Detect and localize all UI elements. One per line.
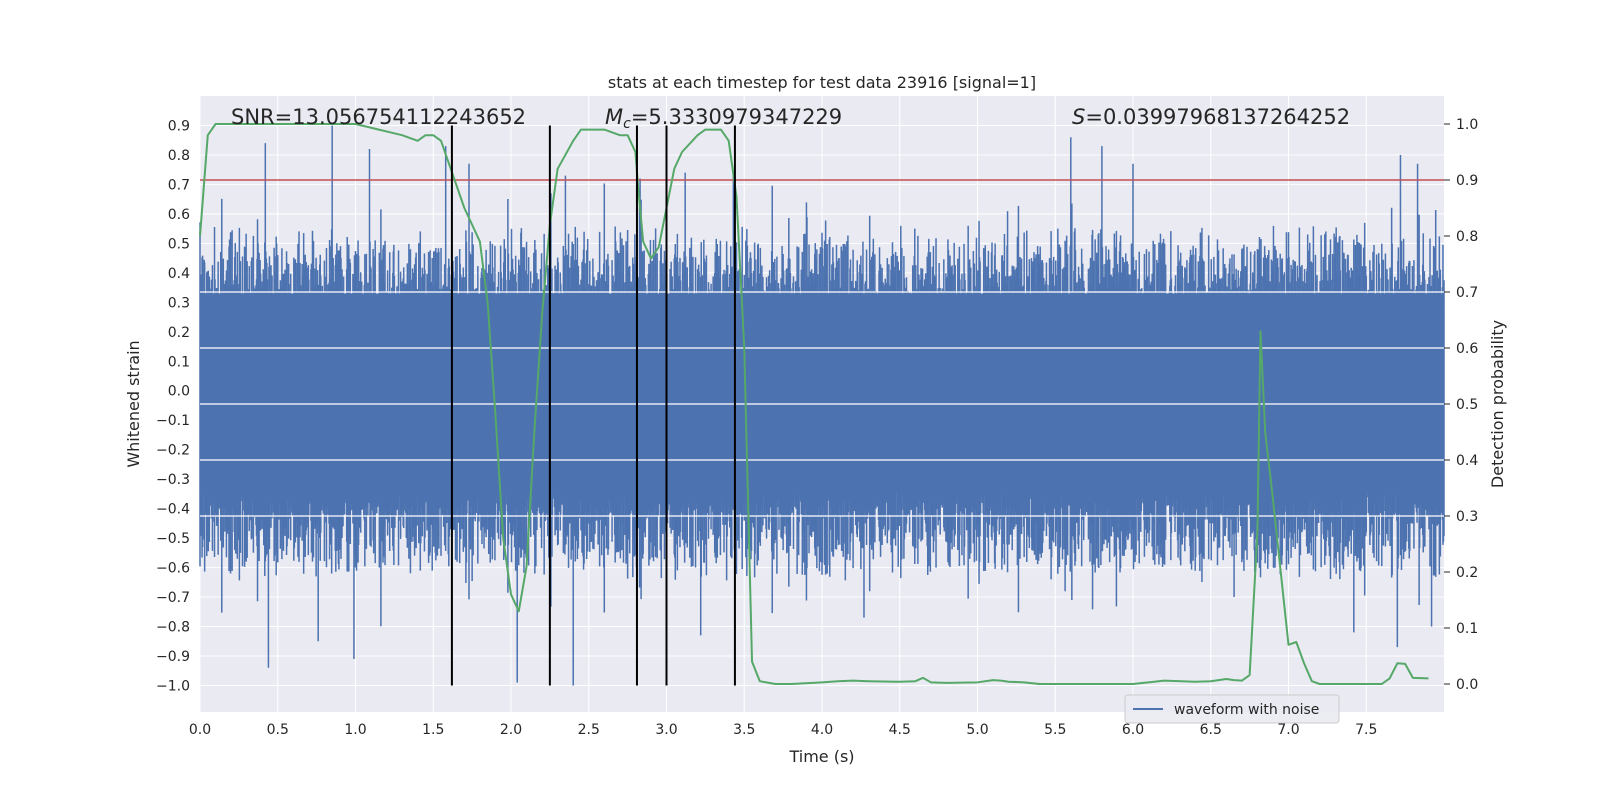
x-tick-label: 5.0 [966, 722, 988, 738]
y-tick-label: −0.6 [156, 561, 190, 577]
x-axis-ticks: 0.0 0.5 1.0 1.5 2.0 2.5 3.0 3.5 4.0 4.5 5.0 5.5 6.0 6… [189, 722, 1378, 738]
chirp-mass-symbol: M [605, 105, 623, 129]
x-tick-label: 3.0 [655, 722, 677, 738]
y-right-tick-label: 0.3 [1456, 509, 1478, 525]
snr-annotation: SNR=13.056754112243652 [231, 105, 526, 129]
y-tick-label: 0.9 [168, 118, 190, 134]
y-tick-label: −0.8 [156, 620, 190, 636]
y-tick-label: 0.2 [168, 325, 190, 341]
y-right-tick-label: 0.8 [1456, 229, 1478, 245]
y-right-tick-label: 0.5 [1456, 397, 1478, 413]
spin-symbol: S [1072, 105, 1085, 129]
y-tick-label: −0.3 [156, 472, 190, 488]
y-axis-right-label: Detection probability [1488, 320, 1507, 488]
chart-title: stats at each timestep for test data 239… [608, 73, 1036, 92]
y-tick-label: 0.0 [168, 384, 190, 400]
detection-probability-series [199, 123, 1429, 685]
y-tick-label: −1.0 [156, 678, 190, 694]
y-tick-label: 0.3 [168, 295, 190, 311]
y-tick-label: 0.1 [168, 354, 190, 370]
waveform-core-band [200, 293, 1444, 488]
x-tick-label: 1.0 [344, 722, 366, 738]
y-right-tick-label: 1.0 [1456, 117, 1478, 133]
legend-label: waveform with noise [1174, 702, 1319, 718]
y-tick-label: 0.7 [168, 177, 190, 193]
x-tick-label: 7.0 [1277, 722, 1299, 738]
x-tick-label: 5.5 [1044, 722, 1066, 738]
y-axis-right-ticks: 1.0 0.9 0.8 0.7 0.6 0.5 0.4 0.3 0.2 0.1 0.0 [1444, 117, 1478, 693]
y-tick-label: −0.2 [156, 443, 190, 459]
x-tick-label: 6.0 [1122, 722, 1144, 738]
spin-annotation: S=0.03997968137264252 [1072, 105, 1350, 129]
x-tick-label: 6.5 [1200, 722, 1222, 738]
x-tick-label: 0.0 [189, 722, 211, 738]
spin-value: =0.03997968137264252 [1085, 105, 1350, 129]
y-tick-label: 0.5 [168, 236, 190, 252]
chirp-mass-value: =5.3330979347229 [631, 105, 842, 129]
legend-box [1124, 694, 1340, 724]
y-right-tick-label: 0.4 [1456, 453, 1478, 469]
legend: waveform with noise [1124, 694, 1340, 724]
x-tick-label: 7.5 [1355, 722, 1377, 738]
y-right-tick-label: 0.9 [1456, 173, 1478, 189]
y-tick-label: −0.1 [156, 413, 190, 429]
y-tick-label: −0.5 [156, 531, 190, 547]
y-tick-label: 0.6 [168, 207, 190, 223]
y-right-tick-label: 0.7 [1456, 285, 1478, 301]
chirp-mass-annotation: Mc=5.3330979347229 [605, 105, 842, 132]
y-right-tick-label: 0.2 [1456, 565, 1478, 581]
x-tick-label: 4.5 [889, 722, 911, 738]
x-tick-label: 1.5 [422, 722, 444, 738]
y-right-tick-label: 0.0 [1456, 677, 1478, 693]
y-axis-label: Whitened strain [124, 340, 143, 467]
detection-probability-line [199, 123, 1429, 685]
y-right-tick-label: 0.1 [1456, 621, 1478, 637]
vertical-markers [450, 125, 736, 686]
y-right-tick-label: 0.6 [1456, 341, 1478, 357]
x-tick-label: 0.5 [267, 722, 289, 738]
x-tick-label: 2.0 [500, 722, 522, 738]
x-tick-label: 3.5 [733, 722, 755, 738]
waveform-series [199, 125, 1445, 686]
y-tick-label: 0.4 [168, 266, 190, 282]
y-tick-label: −0.4 [156, 502, 190, 518]
y-tick-label: −0.7 [156, 590, 190, 606]
x-tick-label: 4.0 [811, 722, 833, 738]
chirp-mass-subscript: c [623, 116, 631, 132]
y-tick-label: −0.9 [156, 649, 190, 665]
x-axis-label: Time (s) [788, 747, 854, 766]
x-tick-label: 2.5 [578, 722, 600, 738]
y-tick-label: 0.8 [168, 148, 190, 164]
y-axis-ticks: 0.9 0.8 0.7 0.6 0.5 0.4 0.3 0.2 0.1 0.0 −0.1 −0.2 −0… [156, 118, 190, 694]
